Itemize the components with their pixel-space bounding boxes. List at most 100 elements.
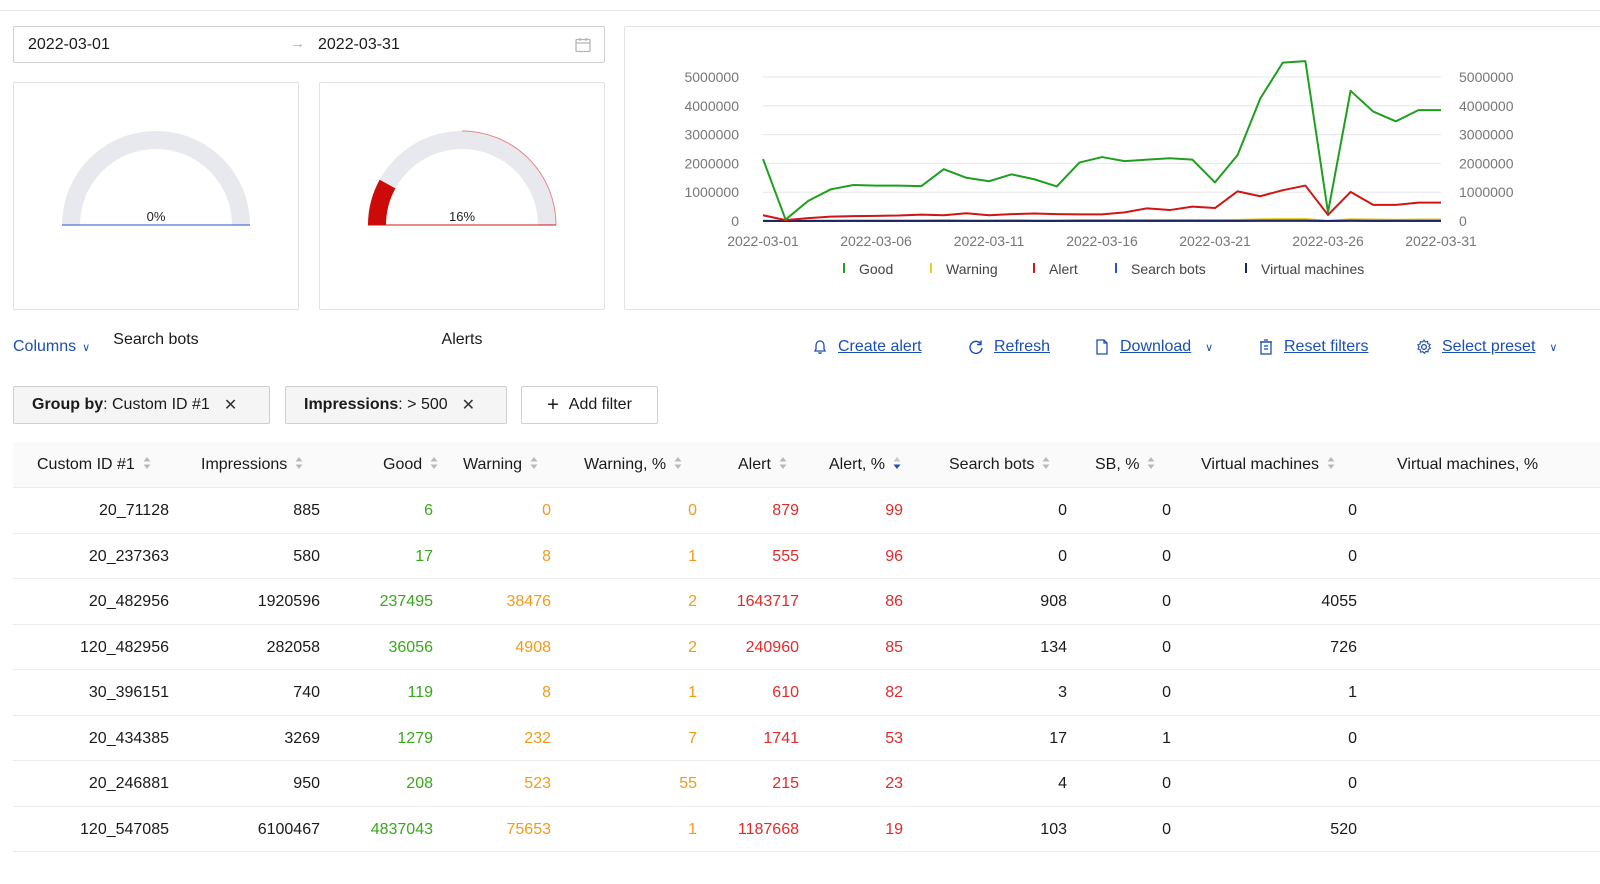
x-tick-label: 2022-03-26	[1292, 233, 1364, 249]
column-header[interactable]: Virtual machines, %	[1397, 456, 1538, 474]
table-cell: 1279	[397, 729, 433, 747]
filter-value: Custom ID #1	[112, 396, 210, 413]
column-header[interactable]: Impressions	[201, 456, 303, 474]
column-header-label: Alert, %	[829, 456, 886, 473]
calendar-icon[interactable]	[574, 36, 592, 54]
sort-icon[interactable]	[530, 456, 538, 470]
reset-filters-button[interactable]: Reset filters	[1258, 338, 1368, 356]
column-header-label: SB, %	[1095, 456, 1140, 473]
table-cell: 19	[885, 820, 903, 838]
table-cell: 96	[885, 547, 903, 565]
line-chart: 0 0 1000000 1000000 2000000 2000000 3000000 300…	[624, 26, 1600, 310]
column-header[interactable]: Warning, %	[584, 456, 682, 474]
table-cell: 103	[1040, 820, 1067, 838]
create-alert-button[interactable]: Create alert	[812, 338, 922, 356]
column-header[interactable]: Virtual machines	[1201, 456, 1335, 474]
close-icon[interactable]: ✕	[223, 397, 238, 414]
legend-marker	[930, 263, 932, 273]
table-row[interactable]: 20_237363 580 17 8 1 555 96 0 0 0	[13, 534, 1600, 579]
legend-entry: Warning	[946, 261, 998, 277]
refresh-button[interactable]: Refresh	[968, 338, 1050, 356]
close-icon[interactable]: ✕	[461, 397, 476, 414]
table-cell: 82	[885, 684, 903, 701]
x-tick-label: 2022-03-06	[840, 233, 912, 249]
table-row[interactable]: 120_482956 282058 36056 4908 2 240960 85 134 0 72…	[13, 625, 1600, 670]
column-header[interactable]: Warning	[463, 456, 538, 474]
columns-button[interactable]: Columns ∨	[13, 338, 90, 356]
table-cell: 8	[542, 684, 551, 701]
table-cell: 7	[688, 729, 697, 747]
add-filter-button[interactable]: + Add filter	[521, 386, 658, 424]
table-cell: 20_237363	[88, 547, 169, 565]
date-range-picker[interactable]: 2022-03-01 → 2022-03-31	[13, 26, 605, 63]
y-tick-label-left: 1000000	[684, 184, 739, 200]
table-cell: 120_482956	[80, 638, 169, 656]
table-row[interactable]: 20_71128 885 6 0 0 879 99 0 0 0	[13, 488, 1600, 534]
table-row[interactable]: 120_547085 6100467 4837043 75653 1 1187668 19 1…	[13, 807, 1600, 852]
select-preset-button[interactable]: Select preset ∨	[1416, 338, 1557, 356]
y-tick-label-right: 1000000	[1459, 184, 1514, 200]
table-row[interactable]: 20_246881 950 208 523 55 215 23 4 0 0	[13, 761, 1600, 807]
column-header[interactable]: Alert	[738, 456, 787, 474]
download-label: Download	[1120, 338, 1192, 355]
sort-icon[interactable]	[143, 456, 151, 470]
table-cell: 55	[679, 775, 697, 792]
table-cell: 4908	[515, 638, 551, 656]
column-header-label: Warning	[463, 456, 522, 473]
y-tick-label-right: 3000000	[1459, 127, 1514, 143]
table-cell: 0	[1348, 502, 1357, 519]
table-cell: 523	[524, 775, 551, 792]
table-cell: 53	[885, 729, 903, 747]
table-row[interactable]: 20_434385 3269 1279 232 7 1741 53 17 1 0	[13, 716, 1600, 761]
sort-icon[interactable]	[779, 456, 787, 470]
plus-icon: +	[547, 394, 559, 416]
table-cell: 0	[1162, 547, 1171, 565]
sort-icon[interactable]	[674, 456, 682, 470]
line-chart-svg: 0 0 1000000 1000000 2000000 2000000 3000000 300…	[684, 60, 1514, 277]
sort-icon[interactable]	[893, 456, 901, 470]
date-start-input[interactable]: 2022-03-01	[28, 36, 110, 53]
table-cell: 0	[1162, 638, 1171, 656]
bell-icon	[813, 340, 827, 354]
filter-chip-group-by[interactable]: Group by: Custom ID #1 ✕	[13, 386, 270, 424]
column-header[interactable]: Search bots	[949, 456, 1050, 474]
table-cell: 3269	[284, 729, 320, 747]
sort-icon[interactable]	[295, 456, 303, 470]
table-cell: 17	[415, 547, 433, 565]
table-cell: 2	[688, 638, 697, 656]
table-cell: 237495	[379, 593, 433, 610]
table-cell: 85	[885, 638, 903, 656]
sort-icon[interactable]	[1327, 456, 1335, 470]
table-cell: 6100467	[257, 820, 320, 838]
filter-chip-impressions[interactable]: Impressions: > 500 ✕	[285, 386, 507, 424]
column-header[interactable]: SB, %	[1095, 456, 1155, 474]
x-tick-label: 2022-03-01	[727, 233, 799, 249]
search-bots-percent: 0%	[146, 209, 166, 224]
table-cell: 36056	[388, 638, 434, 656]
date-end-input[interactable]: 2022-03-31	[318, 36, 400, 53]
table-cell: 1	[1348, 684, 1357, 701]
column-header[interactable]: Custom ID #1	[37, 456, 151, 474]
table-cell: 119	[407, 684, 433, 701]
table-cell: 0	[688, 502, 697, 519]
sort-icon[interactable]	[1042, 456, 1050, 470]
table-cell: 0	[1162, 684, 1171, 701]
sort-icon[interactable]	[430, 456, 438, 470]
table-row[interactable]: 20_482956 1920596 237495 38476 2 1643717 86 908…	[13, 579, 1600, 625]
column-header[interactable]: Good	[383, 456, 438, 474]
search-bots-gauge	[62, 131, 250, 226]
table-body: 20_71128 885 6 0 0 879 99 0 0 0 20_237363 580 17 8 1 55…	[13, 488, 1600, 852]
column-header-label: Good	[383, 456, 423, 473]
table-header: Custom ID #1 Impressions Good Warning Warnin…	[13, 442, 1600, 488]
y-tick-label-left: 3000000	[684, 127, 739, 143]
table-cell: 950	[293, 775, 320, 792]
table-cell: 885	[293, 502, 320, 519]
column-header[interactable]: Alert, %	[829, 456, 901, 474]
table-cell: 2	[688, 593, 697, 610]
column-header-label: Search bots	[949, 456, 1035, 473]
sort-icon[interactable]	[1147, 456, 1155, 470]
table-row[interactable]: 30_396151 740 119 8 1 610 82 3 0 1	[13, 670, 1600, 716]
download-button[interactable]: Download ∨	[1094, 338, 1213, 356]
x-tick-label: 2022-03-31	[1405, 233, 1477, 249]
table-cell: 1741	[763, 729, 799, 747]
